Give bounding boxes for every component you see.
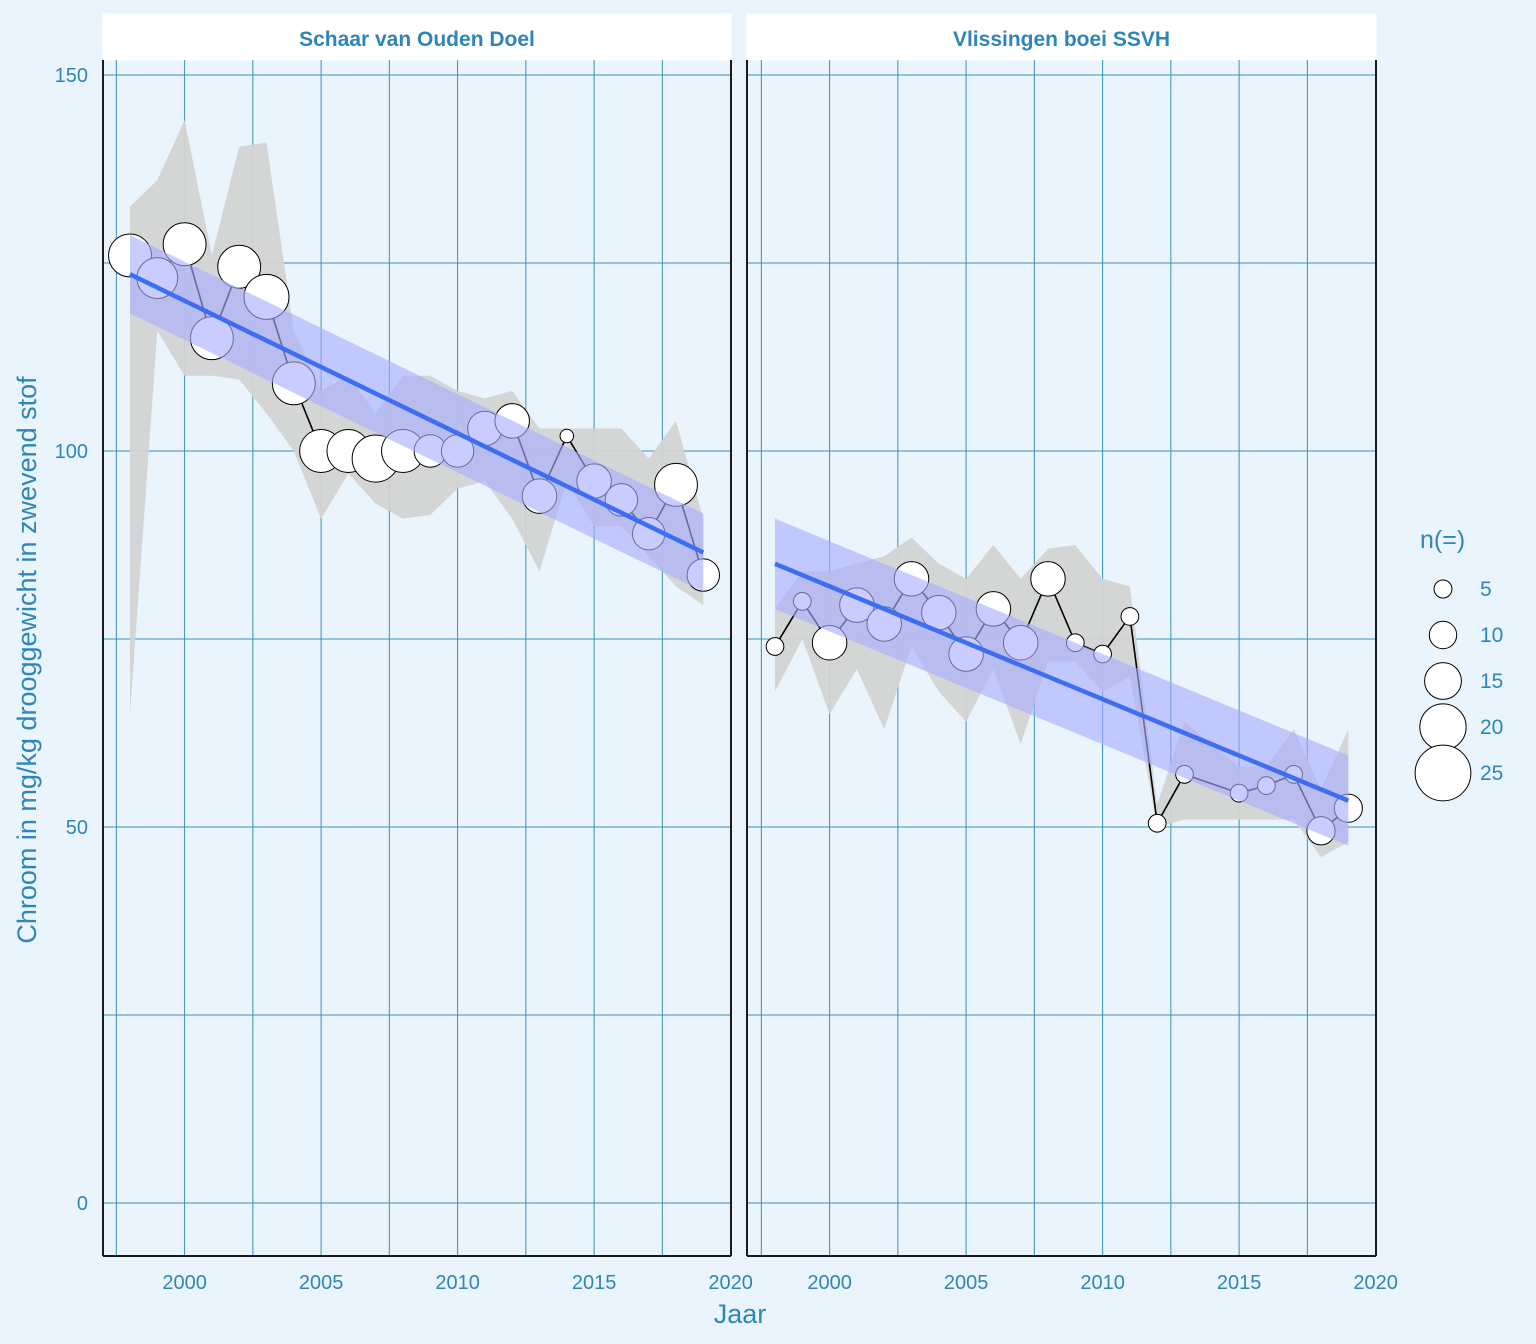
y-tick-label: 50 xyxy=(66,817,88,839)
x-tick-label: 2000 xyxy=(807,1272,852,1294)
legend-symbol xyxy=(1414,744,1472,802)
legend-title: n(=) xyxy=(1420,526,1465,554)
data-point xyxy=(1147,813,1167,833)
panel-strip xyxy=(746,13,1377,61)
x-tick-label: 2010 xyxy=(1080,1272,1125,1294)
panel-title: Vlissingen boei SSVH xyxy=(953,28,1170,51)
panels-layer: Schaar van Ouden Doel Vlissingen boei SSV… xyxy=(102,13,1377,1257)
x-tick-label: 2010 xyxy=(435,1272,480,1294)
x-tick-label: 2005 xyxy=(944,1272,989,1294)
legend-label: 5 xyxy=(1480,578,1492,601)
panel-strip xyxy=(102,13,732,61)
legend-items: 5 10 15 20 25 xyxy=(1414,578,1503,802)
panel-1: Schaar van Ouden Doel xyxy=(102,13,732,1257)
trend-line xyxy=(129,272,705,555)
legend-symbol xyxy=(1424,662,1462,700)
x-axis-title: Jaar xyxy=(714,1299,767,1329)
y-tick-label: 0 xyxy=(77,1193,88,1215)
x-tick-label: 2020 xyxy=(708,1272,753,1294)
y-axis-title: Chroom in mg/kg drooggewicht in zwevend … xyxy=(12,376,42,944)
legend-label: 10 xyxy=(1480,624,1503,647)
legend-label: 25 xyxy=(1480,762,1503,785)
legend-symbol xyxy=(1428,620,1458,650)
legend: n(=) 5 10 15 20 25 xyxy=(1414,526,1503,802)
legend-label: 20 xyxy=(1480,716,1503,739)
y-tick-label: 150 xyxy=(55,65,88,87)
trend-line xyxy=(774,561,1350,803)
panel-2: Vlissingen boei SSVH xyxy=(746,13,1377,1257)
axes-layer: 2000 2005 2010 2015 2020 2000 2005 2010 2015 2020… xyxy=(55,65,1398,1294)
x-tick-label: 2000 xyxy=(162,1272,207,1294)
x-tick-label: 2020 xyxy=(1353,1272,1398,1294)
legend-symbol xyxy=(1433,579,1453,599)
data-point xyxy=(1120,607,1140,626)
y-tick-label: 100 xyxy=(55,441,88,463)
data-point xyxy=(765,637,785,656)
data-point xyxy=(1030,561,1066,597)
data-point xyxy=(559,428,575,444)
x-tick-label: 2005 xyxy=(299,1272,344,1294)
legend-symbol xyxy=(1419,703,1467,751)
legend-label: 15 xyxy=(1480,670,1503,693)
panel-title: Schaar van Ouden Doel xyxy=(299,28,535,51)
x-tick-label: 2015 xyxy=(1217,1272,1262,1294)
x-tick-label: 2015 xyxy=(572,1272,617,1294)
